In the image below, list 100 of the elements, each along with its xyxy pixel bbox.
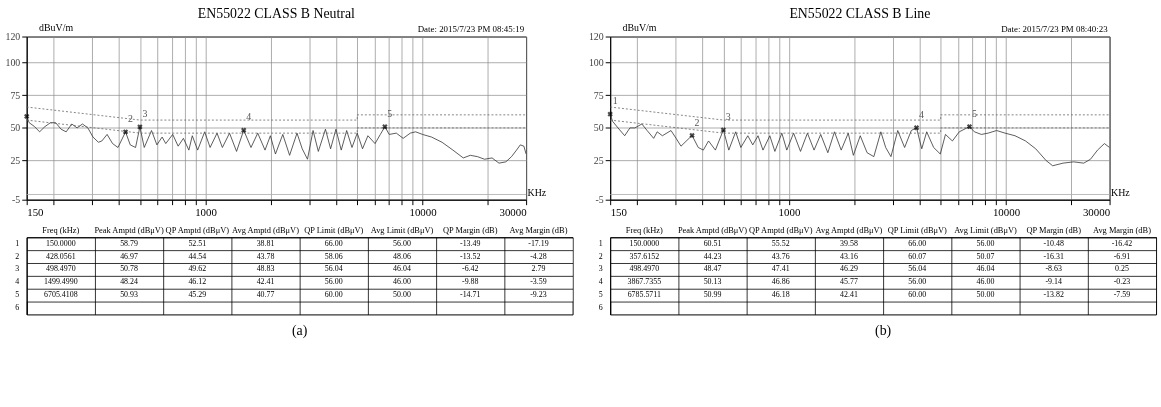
- data-label: 38.81: [256, 238, 275, 248]
- data-label: -16.31: [1043, 251, 1064, 261]
- data-label: -14.71: [460, 290, 481, 300]
- y-tick-label: 100: [5, 57, 21, 69]
- y-tick-label: -5: [12, 194, 21, 206]
- data-label: 150.0000: [629, 238, 660, 248]
- data-label: 45.77: [840, 277, 858, 287]
- x-tick-label: 1000: [195, 206, 218, 219]
- annotation: 4: [246, 111, 252, 123]
- y-tick-label: 4: [15, 277, 20, 287]
- chart-subtitle: Date: 2015/7/23 PM 08:40:23: [1001, 23, 1109, 34]
- data-label: 498.4970: [45, 264, 76, 274]
- data-label: -9.14: [1045, 277, 1062, 287]
- chart-title: EN55022 CLASS B Neutral: [197, 5, 356, 21]
- data-label: 66.00: [908, 238, 927, 248]
- data-label: 60.51: [703, 238, 722, 248]
- y-tick-label: 5: [598, 290, 603, 300]
- data-label: 60.00: [324, 290, 343, 300]
- text: (a): [291, 323, 308, 340]
- chart-title: EN55022 CLASS B Line: [789, 5, 931, 21]
- y-tick-label: 1: [15, 238, 20, 248]
- data-label: -8.63: [1045, 264, 1062, 274]
- data-label: -6.91: [1113, 251, 1131, 261]
- data-label: 50.93: [120, 290, 138, 300]
- data-label: 56.00: [324, 277, 343, 287]
- data-label: -10.48: [1043, 238, 1064, 248]
- y-tick-label: 4: [598, 277, 603, 287]
- data-label: 50.99: [703, 290, 722, 300]
- data-label: 43.76: [771, 251, 790, 261]
- data-label: 2.79: [531, 264, 546, 274]
- data-label: -13.49: [460, 238, 481, 248]
- data-label: 52.51: [188, 238, 207, 248]
- y-tick-label: 3: [598, 264, 603, 274]
- annotation: 5: [971, 107, 977, 119]
- annotation: 3: [142, 108, 148, 119]
- data-label: 0.25: [1115, 264, 1129, 274]
- data-label: 50.78: [120, 264, 138, 274]
- y-tick-label: 100: [588, 57, 604, 69]
- y-tick-label: 120: [5, 30, 21, 42]
- data-label: 46.86: [771, 277, 790, 287]
- y-axis-title: dBuV/m: [39, 22, 74, 34]
- y-tick-label: -5: [595, 194, 604, 206]
- y-tick-label: 1: [598, 238, 603, 248]
- data-label: 66.00: [324, 238, 343, 248]
- data-label: 49.62: [188, 264, 207, 274]
- data-label: 498.4970: [629, 264, 660, 274]
- y-tick-label: 3: [15, 264, 20, 274]
- y-tick-label: 50: [10, 122, 21, 134]
- data-label: -17.19: [528, 238, 549, 248]
- data-label: 6705.4108: [44, 290, 78, 300]
- data-label: 50.00: [976, 290, 995, 300]
- data-label: -3.59: [530, 277, 547, 287]
- data-label: 39.58: [840, 238, 858, 248]
- data-label: -9.88: [461, 277, 479, 287]
- x-tick-label: 1000: [778, 206, 801, 219]
- data-label: 44.54: [188, 251, 207, 261]
- annotation: 2: [128, 112, 134, 124]
- y-tick-label: 6: [15, 302, 20, 312]
- data-label: 1499.4990: [44, 277, 78, 287]
- annotation: 1: [612, 95, 618, 107]
- data-label: -9.23: [530, 290, 547, 300]
- text: (b): [875, 323, 892, 340]
- y-tick-label: 5: [15, 290, 20, 300]
- data-label: 46.00: [393, 277, 411, 287]
- annotation: 3: [725, 111, 731, 123]
- y-tick-label: 2: [15, 251, 20, 261]
- data-label: 48.06: [393, 251, 411, 261]
- y-tick-label: 25: [10, 155, 21, 167]
- data-label: 46.29: [840, 264, 858, 274]
- data-label: 48.47: [703, 264, 722, 274]
- data-label: 3867.7355: [627, 277, 662, 287]
- data-label: -4.28: [530, 251, 547, 261]
- x-tick-label: 150: [610, 206, 628, 219]
- x-axis-title: KHz: [1111, 187, 1131, 199]
- data-label: -6.42: [461, 264, 479, 274]
- data-label: 50.13: [703, 277, 722, 287]
- y-tick-label: 120: [588, 30, 604, 42]
- data-label: 56.04: [908, 264, 927, 274]
- annotation: 5: [387, 107, 393, 119]
- annotation: 2: [694, 116, 700, 128]
- data-label: -16.42: [1111, 238, 1133, 248]
- y-tick-label: 6: [598, 302, 603, 312]
- data-label: 46.04: [976, 264, 995, 274]
- data-label: 58.79: [120, 238, 138, 248]
- data-label: 45.29: [188, 290, 207, 300]
- data-label: 46.18: [771, 290, 790, 300]
- data-label: 56.04: [324, 264, 343, 274]
- data-label: 150.0000: [45, 238, 76, 248]
- data-label: 60.00: [908, 290, 927, 300]
- data-label: 50.07: [976, 251, 995, 261]
- data-label: -13.82: [1043, 290, 1064, 300]
- data-label: 58.06: [324, 251, 343, 261]
- x-tick-label: 10000: [992, 206, 1021, 219]
- y-tick-label: 75: [10, 89, 21, 101]
- x-tick-label: 10000: [409, 206, 438, 219]
- data-label: 50.00: [393, 290, 411, 300]
- data-label: 43.16: [840, 251, 858, 261]
- data-label: 46.12: [188, 277, 207, 287]
- data-label: -13.52: [460, 251, 481, 261]
- x-tick-label: 30000: [1082, 206, 1111, 219]
